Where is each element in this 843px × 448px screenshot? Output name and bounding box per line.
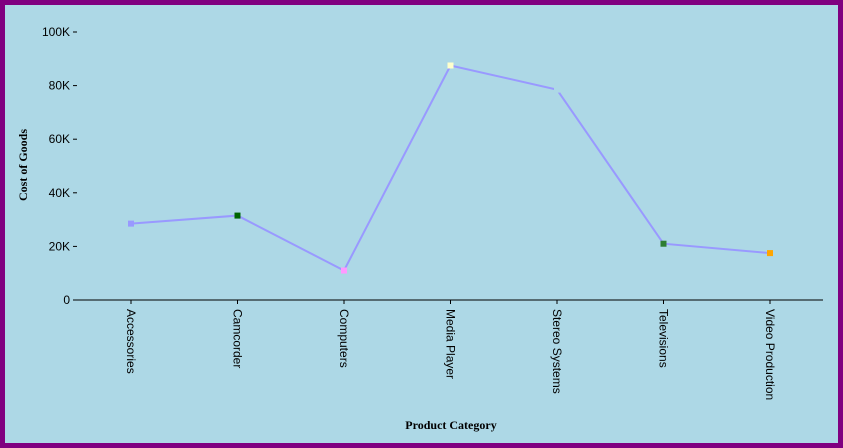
data-point[interactable] (341, 267, 347, 274)
y-tick-label: 0 (63, 293, 70, 307)
x-tick-label: Televisions (657, 309, 671, 368)
x-tick-label: Stereo Systems (550, 309, 564, 394)
y-tick-label: 100K (42, 25, 70, 39)
x-axis: Accessories Camcorder Computers Media Playe… (77, 299, 823, 400)
data-point[interactable] (660, 240, 667, 247)
y-tick-label: 40K (49, 186, 70, 200)
x-tick-label: Video Production (763, 309, 777, 400)
data-point[interactable] (234, 212, 241, 219)
x-tick-label: Accessories (124, 309, 138, 374)
series-layer (128, 62, 773, 274)
data-point[interactable] (128, 220, 134, 227)
data-point[interactable] (447, 62, 454, 69)
y-axis-title: Cost of Goods (16, 129, 30, 201)
x-axis-title: Product Category (405, 418, 496, 432)
series-line (130, 64, 771, 272)
data-point[interactable] (767, 250, 773, 257)
y-tick-label: 60K (49, 132, 70, 146)
x-tick-label: Computers (337, 309, 351, 368)
y-tick-label: 20K (49, 239, 70, 253)
x-tick-label: Media Player (444, 309, 458, 379)
x-tick-label: Camcorder (231, 309, 245, 368)
data-point[interactable] (554, 86, 560, 93)
y-axis: 0 20K 40K 60K 80K 100K (42, 25, 77, 307)
y-tick-label: 80K (49, 79, 70, 93)
